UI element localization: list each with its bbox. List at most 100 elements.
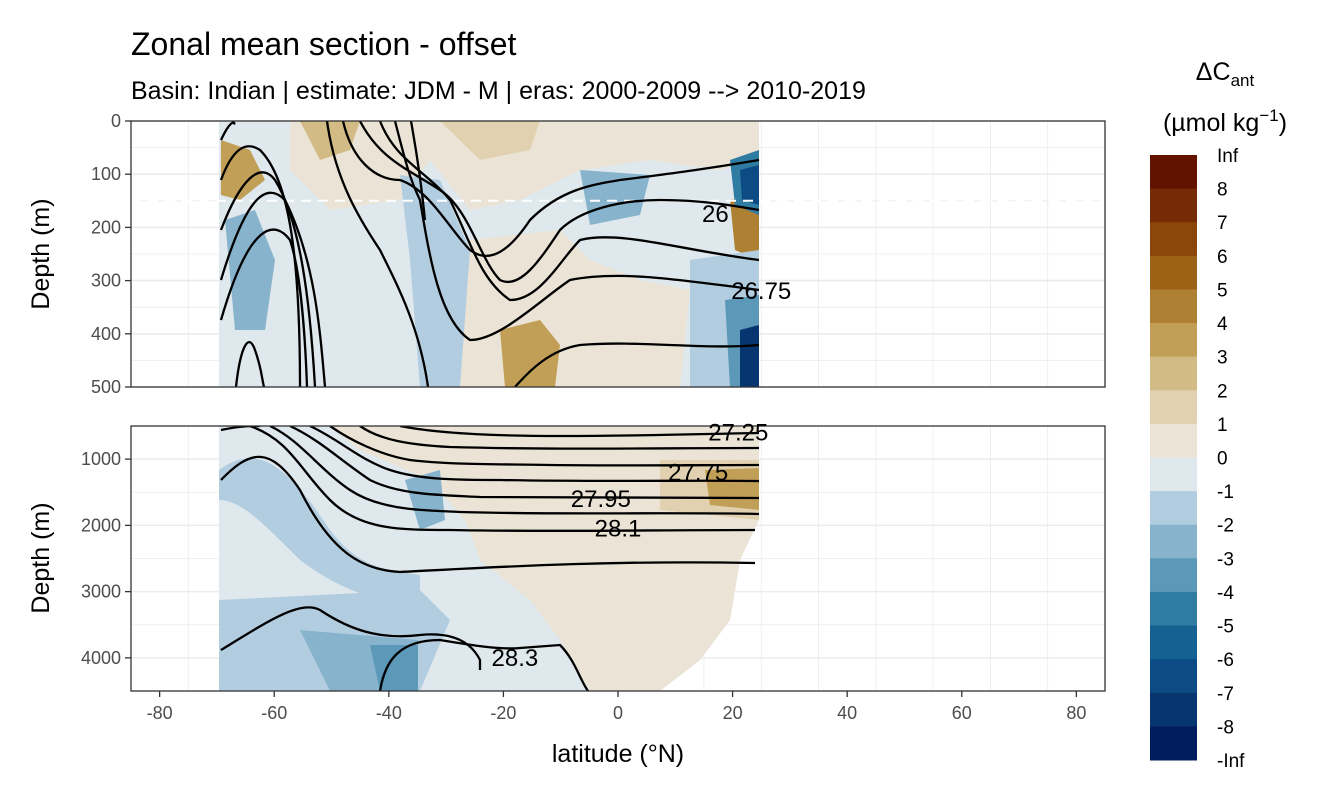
legend-break-label: 6 [1217,247,1228,268]
isopycnal-contour [220,606,482,670]
legend-swatch [1150,323,1197,358]
x-tick-label: -80 [147,703,173,723]
y-tick-label-lower: 1000 [81,449,121,469]
upper-isopycnals [219,121,760,387]
isopycnal-contour [219,145,302,387]
legend-swatch [1150,591,1197,627]
lower-panel [130,425,1106,692]
legend-swatch [1150,558,1197,593]
field-region-positive-7 [221,140,265,200]
y-tick-label-upper: 400 [91,324,121,344]
legend: ΔCant (µmol kg−1) Inf 8 7 6 5 4 3 2 1 0 -1 -2 -3 -4 -5… [1150,58,1287,772]
field-region-negative-13 [405,470,445,530]
x-tick-label: -20 [490,703,516,723]
legend-break-label: Inf [1217,146,1239,167]
contour-label: 26.75 [731,278,791,305]
y-tick-label-upper: 100 [91,164,121,184]
x-tick-label: 80 [1066,703,1086,723]
legend-swatch [1150,457,1197,492]
contour-label: 28.3 [492,645,539,672]
contour-label: 27.95 [571,486,631,513]
legend-unit: (µmol kg−1) [1163,106,1287,137]
legend-break-label: 5 [1217,280,1228,301]
legend-colorbar: Inf 8 7 6 5 4 3 2 1 0 -1 -2 -3 -4 -5 -6 -7 -8 -Inf [1150,146,1245,772]
y-tick-label-lower: 2000 [81,515,121,535]
y-tick-label-upper: 300 [91,271,121,291]
legend-swatch [1150,356,1197,391]
isopycnal-contour [309,426,760,483]
isopycnal-contour [220,455,756,574]
legend-break-label: -1 [1217,482,1234,503]
legend-swatch [1150,659,1197,694]
legend-swatch [1150,625,1197,660]
x-tick-label: 0 [613,703,623,723]
isopycnal-contour [359,426,760,450]
legend-break-label: -2 [1217,516,1234,537]
y-tick-label-lower: 4000 [81,648,121,668]
chart-title: Zonal mean section - offset [131,26,517,62]
legend-swatch [1150,155,1197,190]
contour-labels: 26 26.75 27.25 27.75 27.95 28.1 28.3 [492,201,792,672]
legend-break-label: -4 [1217,583,1234,604]
legend-swatch [1150,222,1197,257]
isopycnal-contour [514,342,760,387]
isopycnal-contour [269,426,760,516]
y-tick-label-upper: 200 [91,217,121,237]
legend-break-label: -7 [1217,684,1234,705]
isopycnal-contour [219,171,317,387]
contour-label: 28.1 [595,516,642,543]
isopycnal-contour [378,638,589,691]
upper-panel-border [130,120,1106,388]
legend-swatch [1150,390,1197,425]
y-tick-label-lower: 3000 [81,582,121,602]
x-axis-title: latitude (°N) [552,740,684,768]
legend-break-label: 4 [1217,314,1228,335]
field-region-negative-7 [740,165,759,205]
legend-break-label: -8 [1217,717,1234,738]
field-region-positive-11 [705,468,759,510]
legend-break-label: -Inf [1217,751,1245,772]
legend-break-label: -6 [1217,650,1234,671]
isopycnal-contour [329,426,760,467]
legend-swatch [1150,255,1197,290]
isopycnal-contour [234,341,266,387]
chart-subtitle: Basin: Indian | estimate: JDM - M | eras… [131,77,866,105]
isopycnal-contour [249,426,756,533]
legend-swatch [1150,524,1197,559]
legend-title-main: ΔC [1196,58,1231,86]
legend-break-label: 1 [1217,415,1228,436]
legend-break-label: 3 [1217,348,1228,369]
legend-unit-suffix: ) [1279,109,1287,137]
isopycnal-contour [325,121,430,387]
legend-swatch [1150,423,1197,458]
legend-swatch [1150,491,1197,526]
isopycnal-contour [219,121,236,141]
field-region-negative-8 [225,210,275,330]
isopycnal-contour [409,121,427,221]
y-tick-label-upper: 500 [91,377,121,397]
legend-unit-sup: −1 [1259,106,1278,125]
y-tick-label-upper: 0 [111,111,121,131]
x-tick-label: 20 [723,703,743,723]
lower-panel-field [219,426,760,691]
field-region-positive-5 [440,121,540,160]
isopycnal-contour [219,191,327,387]
legend-break-label: -3 [1217,549,1234,570]
field-region-positive-6 [500,320,560,387]
legend-swatch [1150,289,1197,324]
isopycnal-contour [358,121,760,283]
upper-panel-field [131,121,1105,387]
field-region-negative-5 [740,325,759,387]
isopycnal-contour [393,121,760,342]
isopycnal-contour [399,426,760,438]
legend-swatch [1150,692,1197,727]
legend-break-label: 0 [1217,449,1228,470]
field-region-positive-9 [330,426,759,691]
legend-break-label: 8 [1217,180,1228,201]
legend-swatch [1150,726,1197,761]
legend-title: ΔCant [1196,58,1255,90]
x-tick-label: 60 [952,703,972,723]
legend-title-sub: ant [1231,71,1255,90]
contour-label: 27.25 [708,420,768,447]
x-tick-label: -60 [261,703,287,723]
